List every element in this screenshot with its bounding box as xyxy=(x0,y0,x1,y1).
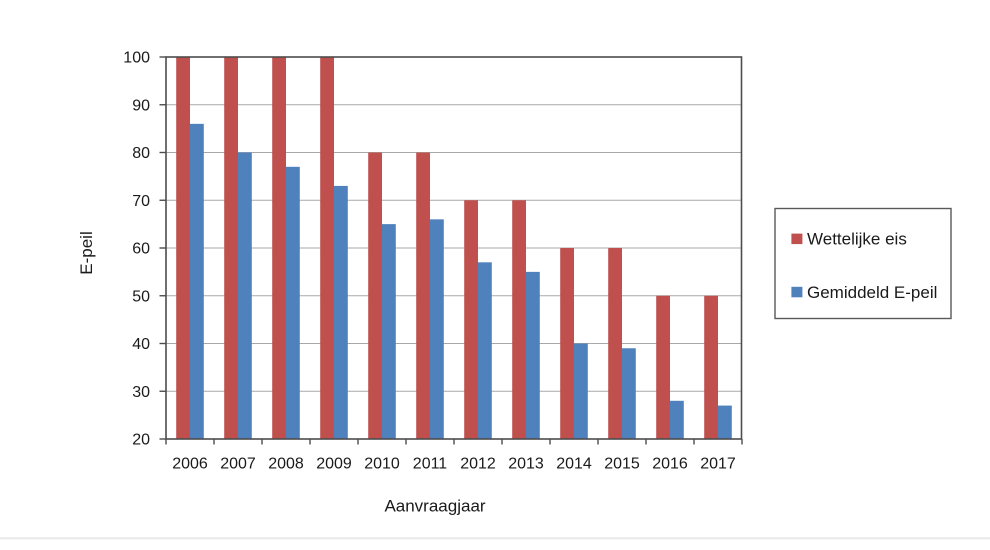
svg-text:30: 30 xyxy=(132,384,150,401)
svg-text:Gemiddeld E-peil: Gemiddeld E-peil xyxy=(807,283,937,302)
svg-text:2006: 2006 xyxy=(172,456,208,473)
svg-text:2011: 2011 xyxy=(413,456,448,473)
svg-text:70: 70 xyxy=(132,193,150,210)
svg-text:60: 60 xyxy=(132,241,150,258)
svg-text:2017: 2017 xyxy=(700,456,736,473)
svg-text:2010: 2010 xyxy=(364,456,400,473)
svg-text:40: 40 xyxy=(132,336,150,353)
svg-text:90: 90 xyxy=(132,97,150,114)
svg-text:50: 50 xyxy=(132,288,150,305)
svg-text:2008: 2008 xyxy=(268,456,304,473)
svg-text:Wettelijke eis: Wettelijke eis xyxy=(807,230,907,249)
svg-text:2012: 2012 xyxy=(460,456,496,473)
svg-text:Aanvraagjaar: Aanvraagjaar xyxy=(384,497,485,516)
svg-text:E-peil: E-peil xyxy=(77,231,96,274)
svg-text:2015: 2015 xyxy=(604,456,640,473)
svg-text:2013: 2013 xyxy=(508,456,544,473)
svg-text:2016: 2016 xyxy=(652,456,688,473)
svg-text:2014: 2014 xyxy=(556,456,592,473)
svg-text:100: 100 xyxy=(123,50,150,67)
svg-text:2007: 2007 xyxy=(220,456,256,473)
svg-text:80: 80 xyxy=(132,145,150,162)
svg-text:20: 20 xyxy=(132,432,150,449)
svg-text:2009: 2009 xyxy=(316,456,352,473)
